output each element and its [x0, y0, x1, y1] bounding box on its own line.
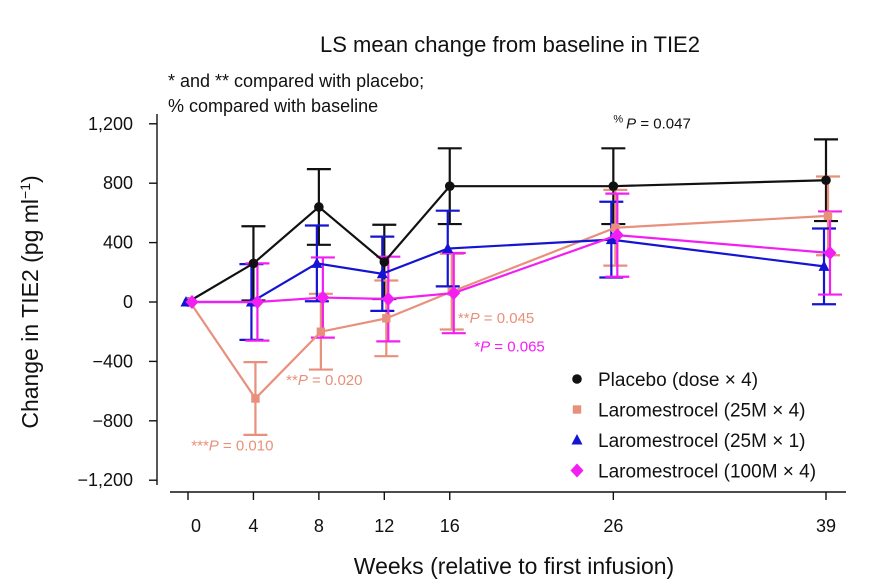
data-point [444, 181, 455, 191]
axes: 1,200 800 400 0 −400 −800 −1,200 0 4 8 12 16 26 39 [77, 114, 846, 536]
annotation-stars: * [474, 339, 480, 356]
annotation-p: P [470, 310, 480, 327]
errorbars-1 [243, 175, 840, 437]
annotation-stars: *** [191, 438, 209, 455]
x-tick-label: 4 [248, 516, 258, 536]
data-point [611, 223, 620, 232]
data-point [818, 260, 830, 271]
annotation-value: = 0.020 [308, 372, 363, 389]
note-line-1: * and ** compared with placebo; [168, 71, 424, 91]
series-layer [180, 138, 842, 437]
data-point [379, 257, 390, 267]
data-point [251, 394, 260, 403]
annotation-p: P [209, 438, 219, 455]
y-tick-label: 1,200 [88, 114, 133, 134]
data-point [442, 242, 454, 254]
chart-title: LS mean change from baseline in TIE2 [320, 32, 700, 57]
legend-label: Laromestrocel (25M × 4) [598, 401, 806, 422]
errorbars-2 [239, 200, 836, 341]
note-line-2: % compared with baseline [168, 96, 378, 116]
data-point [823, 211, 833, 221]
annotation-p: P [626, 115, 636, 132]
data-point [311, 257, 323, 268]
annotation-stars: ** [286, 372, 298, 389]
annotation-glyph: % [613, 113, 626, 125]
p-value-annotation: % P = 0.047 [613, 113, 691, 132]
annotation-stars: ** [458, 310, 470, 327]
data-point [316, 290, 330, 305]
y-tick-label: −400 [92, 351, 133, 371]
data-point [316, 327, 326, 336]
x-tick-label: 0 [191, 516, 201, 536]
series-3 [185, 228, 837, 309]
data-point [381, 292, 395, 307]
data-point [185, 295, 199, 309]
annotation-value: = 0.045 [480, 310, 535, 327]
annotations: % P = 0.047**P = 0.045*P = 0.065**P = 0.… [191, 113, 691, 454]
legend: Placebo (dose × 4) Laromestrocel (25M × 4… [570, 370, 816, 483]
data-point [376, 267, 388, 279]
data-point [248, 258, 259, 269]
y-tick-label: 400 [103, 233, 133, 253]
p-value-annotation: *P = 0.065 [474, 339, 545, 356]
annotation-value: = 0.010 [219, 438, 274, 455]
p-value-annotation: **P = 0.045 [458, 310, 534, 327]
legend-marker [570, 463, 584, 478]
legend-label: Laromestrocel (25M × 1) [598, 431, 806, 452]
x-tick-label: 39 [816, 516, 836, 536]
y-tick-label: −1,200 [77, 470, 133, 490]
data-point [605, 233, 617, 245]
p-value-annotation: **P = 0.020 [286, 372, 362, 389]
x-tick-label: 8 [314, 516, 324, 536]
x-tick-label: 12 [374, 516, 394, 536]
errorbars-3 [245, 192, 842, 343]
p-value-annotation: ***P = 0.010 [191, 438, 273, 455]
y-axis-label: Change in TIE2 (pg ml−1) [17, 175, 43, 428]
data-point [608, 181, 619, 191]
annotation-p: P [480, 339, 490, 356]
annotation-p: P [298, 372, 308, 389]
legend-marker [572, 374, 582, 384]
data-point [314, 202, 324, 212]
x-axis-label: Weeks (relative to first infusion) [354, 553, 674, 579]
legend-marker [572, 405, 582, 414]
data-point [610, 228, 624, 243]
annotation-value: = 0.047 [636, 115, 691, 132]
x-tick-label: 16 [440, 516, 460, 536]
data-point [823, 245, 837, 260]
annotation-value: = 0.065 [490, 339, 545, 356]
data-point [821, 175, 831, 186]
y-tick-label: 800 [103, 173, 133, 193]
legend-label: Placebo (dose × 4) [598, 370, 758, 391]
legend-label: Laromestrocel (100M × 4) [598, 462, 816, 483]
legend-marker [571, 434, 583, 445]
data-point [250, 295, 264, 309]
y-tick-label: 0 [123, 292, 133, 312]
data-point [447, 286, 461, 301]
series-0 [183, 175, 831, 307]
x-tick-label: 26 [603, 516, 623, 536]
data-point [382, 314, 391, 323]
y-tick-label: −800 [92, 411, 133, 431]
